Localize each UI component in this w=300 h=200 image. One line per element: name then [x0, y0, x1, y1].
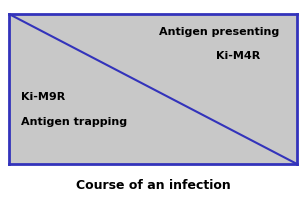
Text: Antigen presenting: Antigen presenting — [159, 27, 279, 37]
Text: Antigen trapping: Antigen trapping — [20, 117, 127, 127]
Text: Ki-M9R: Ki-M9R — [20, 92, 65, 102]
Text: Course of an infection: Course of an infection — [76, 179, 230, 192]
Text: Ki-M4R: Ki-M4R — [216, 51, 261, 61]
